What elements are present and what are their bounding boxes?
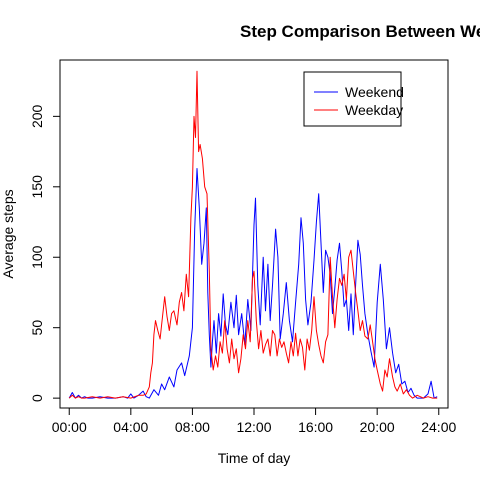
x-tick-label: 00:00 xyxy=(52,419,87,435)
x-axis: 00:00 04:00 08:00 12:00 16:00 20:00 24:00 xyxy=(52,407,456,435)
y-tick-label: 50 xyxy=(29,320,45,336)
y-axis-label: Average steps xyxy=(0,189,16,278)
legend-box xyxy=(303,71,402,127)
series-line-weekday xyxy=(68,70,438,399)
x-tick-label: 20:00 xyxy=(360,419,395,435)
y-tick-label: 0 xyxy=(29,394,45,402)
x-axis-label: Time of day xyxy=(218,450,291,466)
legend: Weekend Weekday xyxy=(303,71,404,127)
y-axis: 0 50 100 150 200 xyxy=(29,104,61,402)
y-tick-label: 150 xyxy=(29,175,45,199)
x-tick-label: 16:00 xyxy=(298,419,333,435)
y-tick-label: 200 xyxy=(29,104,45,128)
legend-label-weekday: Weekday xyxy=(345,102,403,118)
x-tick-label: 08:00 xyxy=(175,419,210,435)
x-tick-label: 12:00 xyxy=(236,419,271,435)
y-tick-label: 100 xyxy=(29,245,45,269)
x-tick-label: 24:00 xyxy=(421,419,456,435)
series-line-weekend xyxy=(68,168,438,399)
legend-label-weekend: Weekend xyxy=(345,84,404,100)
x-tick-label: 04:00 xyxy=(113,419,148,435)
series-layer xyxy=(68,70,438,399)
chart-title: Step Comparison Between Weekdays and Wee… xyxy=(240,22,480,41)
